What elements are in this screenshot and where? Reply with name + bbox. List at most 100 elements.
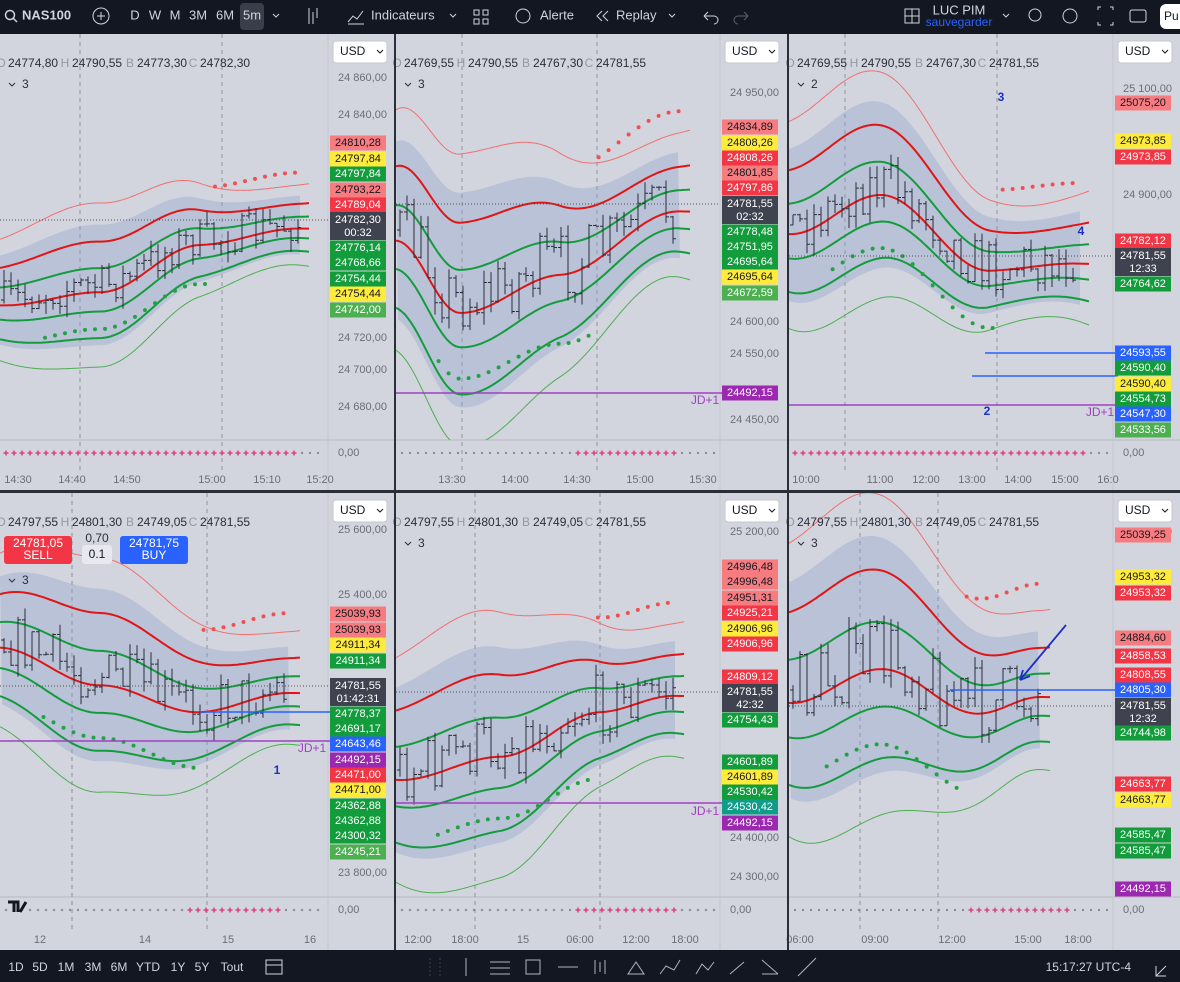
volume-cross: [267, 907, 273, 913]
candle: [411, 198, 417, 258]
redo[interactable]: [733, 11, 749, 25]
range-button[interactable]: 5Y: [195, 960, 210, 974]
volume-cross: [11, 450, 17, 456]
ohlc-key: B: [915, 515, 923, 529]
interval[interactable]: W: [149, 7, 162, 22]
currency-selector[interactable]: [1117, 40, 1173, 64]
alert-button[interactable]: Alerte: [540, 7, 574, 22]
interval[interactable]: 5m: [243, 7, 261, 22]
fullscreen[interactable]: [1097, 6, 1114, 26]
interval[interactable]: 6M: [216, 7, 234, 22]
publish-button[interactable]: [1160, 4, 1180, 29]
chevron[interactable]: [1002, 13, 1010, 18]
price-label-text: 24585,47: [1120, 845, 1166, 857]
volume-dot: [488, 908, 492, 912]
indicators-icon[interactable]: [347, 10, 364, 25]
chevron[interactable]: [668, 13, 676, 18]
collapse-chevron[interactable]: [8, 578, 16, 583]
volume-cross: [824, 450, 830, 456]
candle: [411, 767, 417, 805]
volume-cross: [19, 450, 25, 456]
candle: [944, 685, 950, 727]
ohlc-key: O: [785, 515, 794, 529]
maximize[interactable]: [1155, 965, 1167, 977]
symbol[interactable]: NAS100: [22, 7, 71, 22]
alert-icon[interactable]: [515, 8, 531, 24]
range-button[interactable]: 1M: [58, 960, 75, 974]
candle: [670, 216, 676, 244]
quick-search[interactable]: [1028, 8, 1042, 22]
volume-cross: [1064, 907, 1070, 913]
replay-button[interactable]: Replay: [616, 7, 657, 22]
volume-cross: [816, 450, 822, 456]
replay-icon[interactable]: [596, 10, 609, 22]
volume-cross: [163, 450, 169, 456]
candle: [979, 233, 985, 290]
arrow: [1019, 624, 1067, 681]
collapse-chevron[interactable]: [797, 541, 805, 546]
search-icon[interactable]: [4, 9, 16, 21]
undo[interactable]: [703, 11, 719, 25]
chevron[interactable]: [272, 13, 280, 18]
sell-button[interactable]: [4, 536, 72, 564]
add-symbol: [97, 12, 105, 20]
drawing-tools[interactable]: [465, 957, 817, 977]
buy-button[interactable]: [120, 536, 188, 564]
indicators-button[interactable]: Indicateurs: [371, 7, 435, 22]
range-button[interactable]: Tout: [221, 960, 244, 974]
layout-name[interactable]: LUC PIM: [933, 2, 986, 17]
candle: [916, 199, 922, 223]
snapshot[interactable]: [1129, 9, 1147, 23]
volume-cross: [976, 907, 982, 913]
currency: USD: [340, 44, 366, 58]
collapse-chevron[interactable]: [8, 82, 16, 87]
range-button[interactable]: 6M: [111, 960, 128, 974]
price-label-text: 24781,55: [335, 680, 381, 692]
volume-cross: [275, 450, 281, 456]
sar-dot: [576, 338, 581, 343]
interval[interactable]: D: [130, 7, 139, 22]
collapse-chevron[interactable]: [404, 541, 412, 546]
currency-selector[interactable]: [724, 40, 780, 64]
volume-dot: [60, 908, 64, 912]
collapse-chevron[interactable]: [797, 82, 805, 87]
sar-dot: [1020, 185, 1025, 190]
indicator-line: [0, 591, 301, 667]
time-tick-label: 14:30: [4, 474, 32, 486]
clock[interactable]: 15:17:27 UTC-4: [1046, 960, 1132, 974]
sar-dot: [666, 110, 671, 115]
date-range[interactable]: [265, 959, 283, 975]
volume-cross: [623, 907, 629, 913]
range-button[interactable]: 5D: [32, 960, 48, 974]
volume-cross: [147, 450, 153, 456]
layout-grid[interactable]: [904, 8, 920, 24]
currency-selector[interactable]: [332, 40, 388, 64]
range-button[interactable]: 3M: [85, 960, 102, 974]
price-label-text: 24809,12: [727, 671, 773, 683]
currency-selector[interactable]: [332, 499, 388, 523]
range-button[interactable]: 1Y: [171, 960, 186, 974]
chevron[interactable]: [449, 13, 457, 18]
range-button[interactable]: 1D: [8, 960, 24, 974]
interval[interactable]: 3M: [189, 7, 207, 22]
ohlc-value: 24797,55: [8, 515, 58, 529]
add-symbol[interactable]: [92, 7, 110, 25]
interval[interactable]: M: [170, 7, 181, 22]
volume-dot: [172, 908, 176, 912]
candle: [523, 716, 529, 784]
sar-dot: [293, 170, 297, 175]
volume-cross: [91, 450, 97, 456]
currency-selector[interactable]: [1117, 499, 1173, 523]
settings[interactable]: [1062, 8, 1078, 24]
collapse-chevron[interactable]: [404, 82, 412, 87]
range-button[interactable]: YTD: [136, 960, 160, 974]
volume-dot: [704, 908, 708, 912]
volume-cross: [267, 450, 273, 456]
candle: [197, 219, 203, 257]
layout-icon[interactable]: [473, 9, 489, 25]
indicator-line: [396, 227, 691, 349]
chart-type-icon[interactable]: [308, 8, 318, 24]
currency-selector[interactable]: [724, 499, 780, 523]
time-tick-label: 16: [304, 934, 316, 946]
quantity-box[interactable]: [82, 545, 112, 564]
